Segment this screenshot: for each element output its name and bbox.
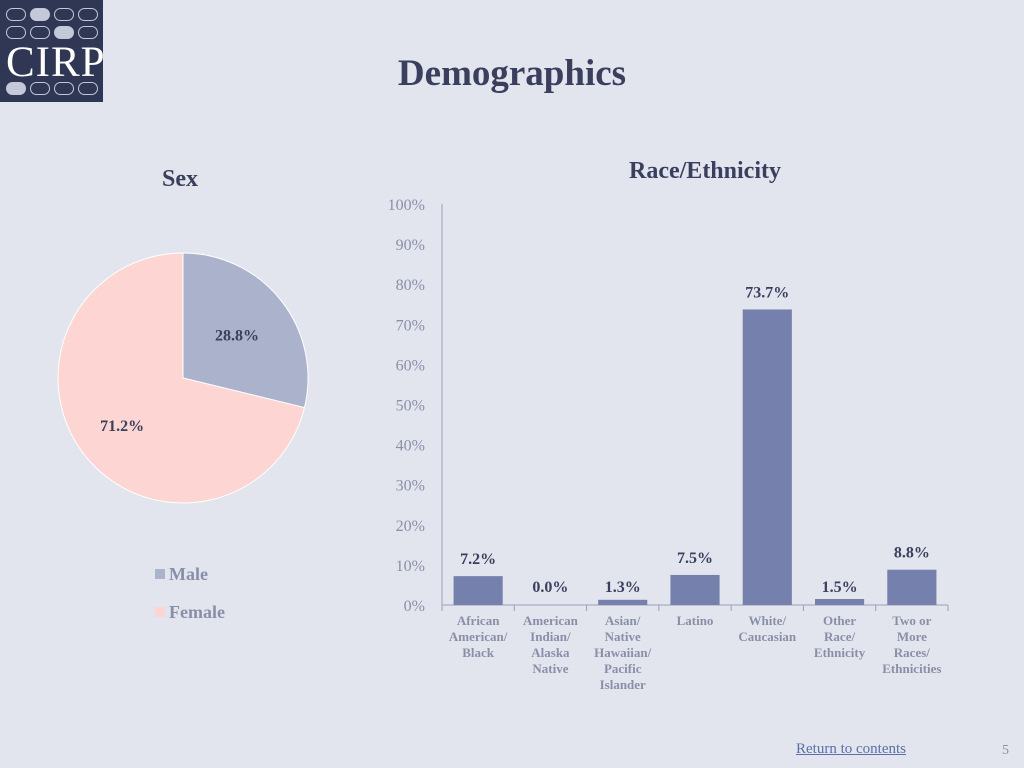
bar <box>814 598 865 605</box>
logo-pill <box>54 8 74 21</box>
bar-data-label: 73.7% <box>745 284 789 301</box>
logo-pill <box>78 82 98 95</box>
bar <box>670 574 720 605</box>
legend-swatch-female <box>155 607 165 617</box>
x-category-label: Latino <box>677 613 714 628</box>
x-category-label: Native <box>532 661 568 676</box>
x-category-label: African <box>457 613 500 628</box>
x-category-label: Race/ <box>824 629 855 644</box>
x-category-label: Alaska <box>531 645 570 660</box>
x-category-label: Ethnicities <box>882 661 941 676</box>
logo-pill <box>78 26 98 39</box>
y-tick-label: 50% <box>396 398 425 415</box>
x-category-label: Indian/ <box>530 629 571 644</box>
logo-pill <box>30 82 50 95</box>
pie-slice-male <box>182 252 309 409</box>
logo-pill <box>54 82 74 95</box>
y-tick-label: 80% <box>396 277 425 294</box>
logo-pill <box>30 8 50 21</box>
logo-pill <box>30 26 50 39</box>
logo-pill <box>6 8 26 21</box>
x-category-label: Islander <box>600 677 646 692</box>
bar <box>742 309 792 605</box>
legend-swatch-male <box>155 569 165 579</box>
x-category-label: American/ <box>449 629 508 644</box>
x-category-label: Native <box>605 629 641 644</box>
x-category-label: Races/ <box>894 645 930 660</box>
x-category-label: Other <box>823 613 856 628</box>
y-tick-label: 60% <box>396 357 425 374</box>
bar-data-label: 0.0% <box>532 579 568 596</box>
x-category-label: White/ <box>749 613 787 628</box>
bar-data-label: 1.3% <box>605 579 641 596</box>
bar-data-label: 7.5% <box>677 550 713 567</box>
x-category-label: Asian/ <box>605 613 641 628</box>
x-category-label: Pacific <box>604 661 642 676</box>
y-tick-label: 40% <box>396 438 425 455</box>
logo-pill <box>54 26 74 39</box>
y-tick-label: 70% <box>396 317 425 334</box>
bar <box>453 576 503 605</box>
legend-label-female: Female <box>169 602 225 622</box>
y-tick-label: 30% <box>396 478 425 495</box>
legend-label-male: Male <box>169 564 208 584</box>
bar <box>598 599 648 605</box>
pie-chart-title: Sex <box>162 166 198 192</box>
cirp-logo: CIRP <box>0 0 106 102</box>
logo-pill <box>6 26 26 39</box>
x-category-label: Hawaiian/ <box>594 645 651 660</box>
x-category-label: Two or <box>892 613 931 628</box>
bar-data-label: 7.2% <box>460 551 496 568</box>
y-tick-label: 20% <box>396 518 425 535</box>
logo-text: CIRP <box>6 39 106 86</box>
pie-data-label-female: 71.2% <box>100 418 144 435</box>
legend-item-female: Female <box>155 602 225 623</box>
x-category-label: American <box>523 613 579 628</box>
bar <box>887 569 937 605</box>
x-category-label: Caucasian <box>738 629 797 644</box>
bar-data-label: 1.5% <box>822 579 858 596</box>
page-title: Demographics <box>397 53 627 94</box>
page-number: 5 <box>1002 743 1009 758</box>
y-tick-label: 100% <box>388 197 425 214</box>
return-to-contents-link[interactable]: Return to contents <box>796 741 906 757</box>
pie-data-label-male: 28.8% <box>215 328 259 345</box>
logo-pill <box>6 82 26 95</box>
x-category-label: Black <box>462 645 495 660</box>
legend-item-male: Male <box>155 564 208 585</box>
y-tick-label: 10% <box>396 558 425 575</box>
bar-chart-title: Race/Ethnicity <box>629 158 781 184</box>
pie-slice-female <box>57 252 306 504</box>
y-tick-label: 90% <box>396 237 425 254</box>
bar-data-label: 8.8% <box>894 545 930 562</box>
y-tick-label: 0% <box>404 598 425 615</box>
x-category-label: More <box>897 629 927 644</box>
logo-pill <box>78 8 98 21</box>
x-category-label: Ethnicity <box>814 645 866 660</box>
